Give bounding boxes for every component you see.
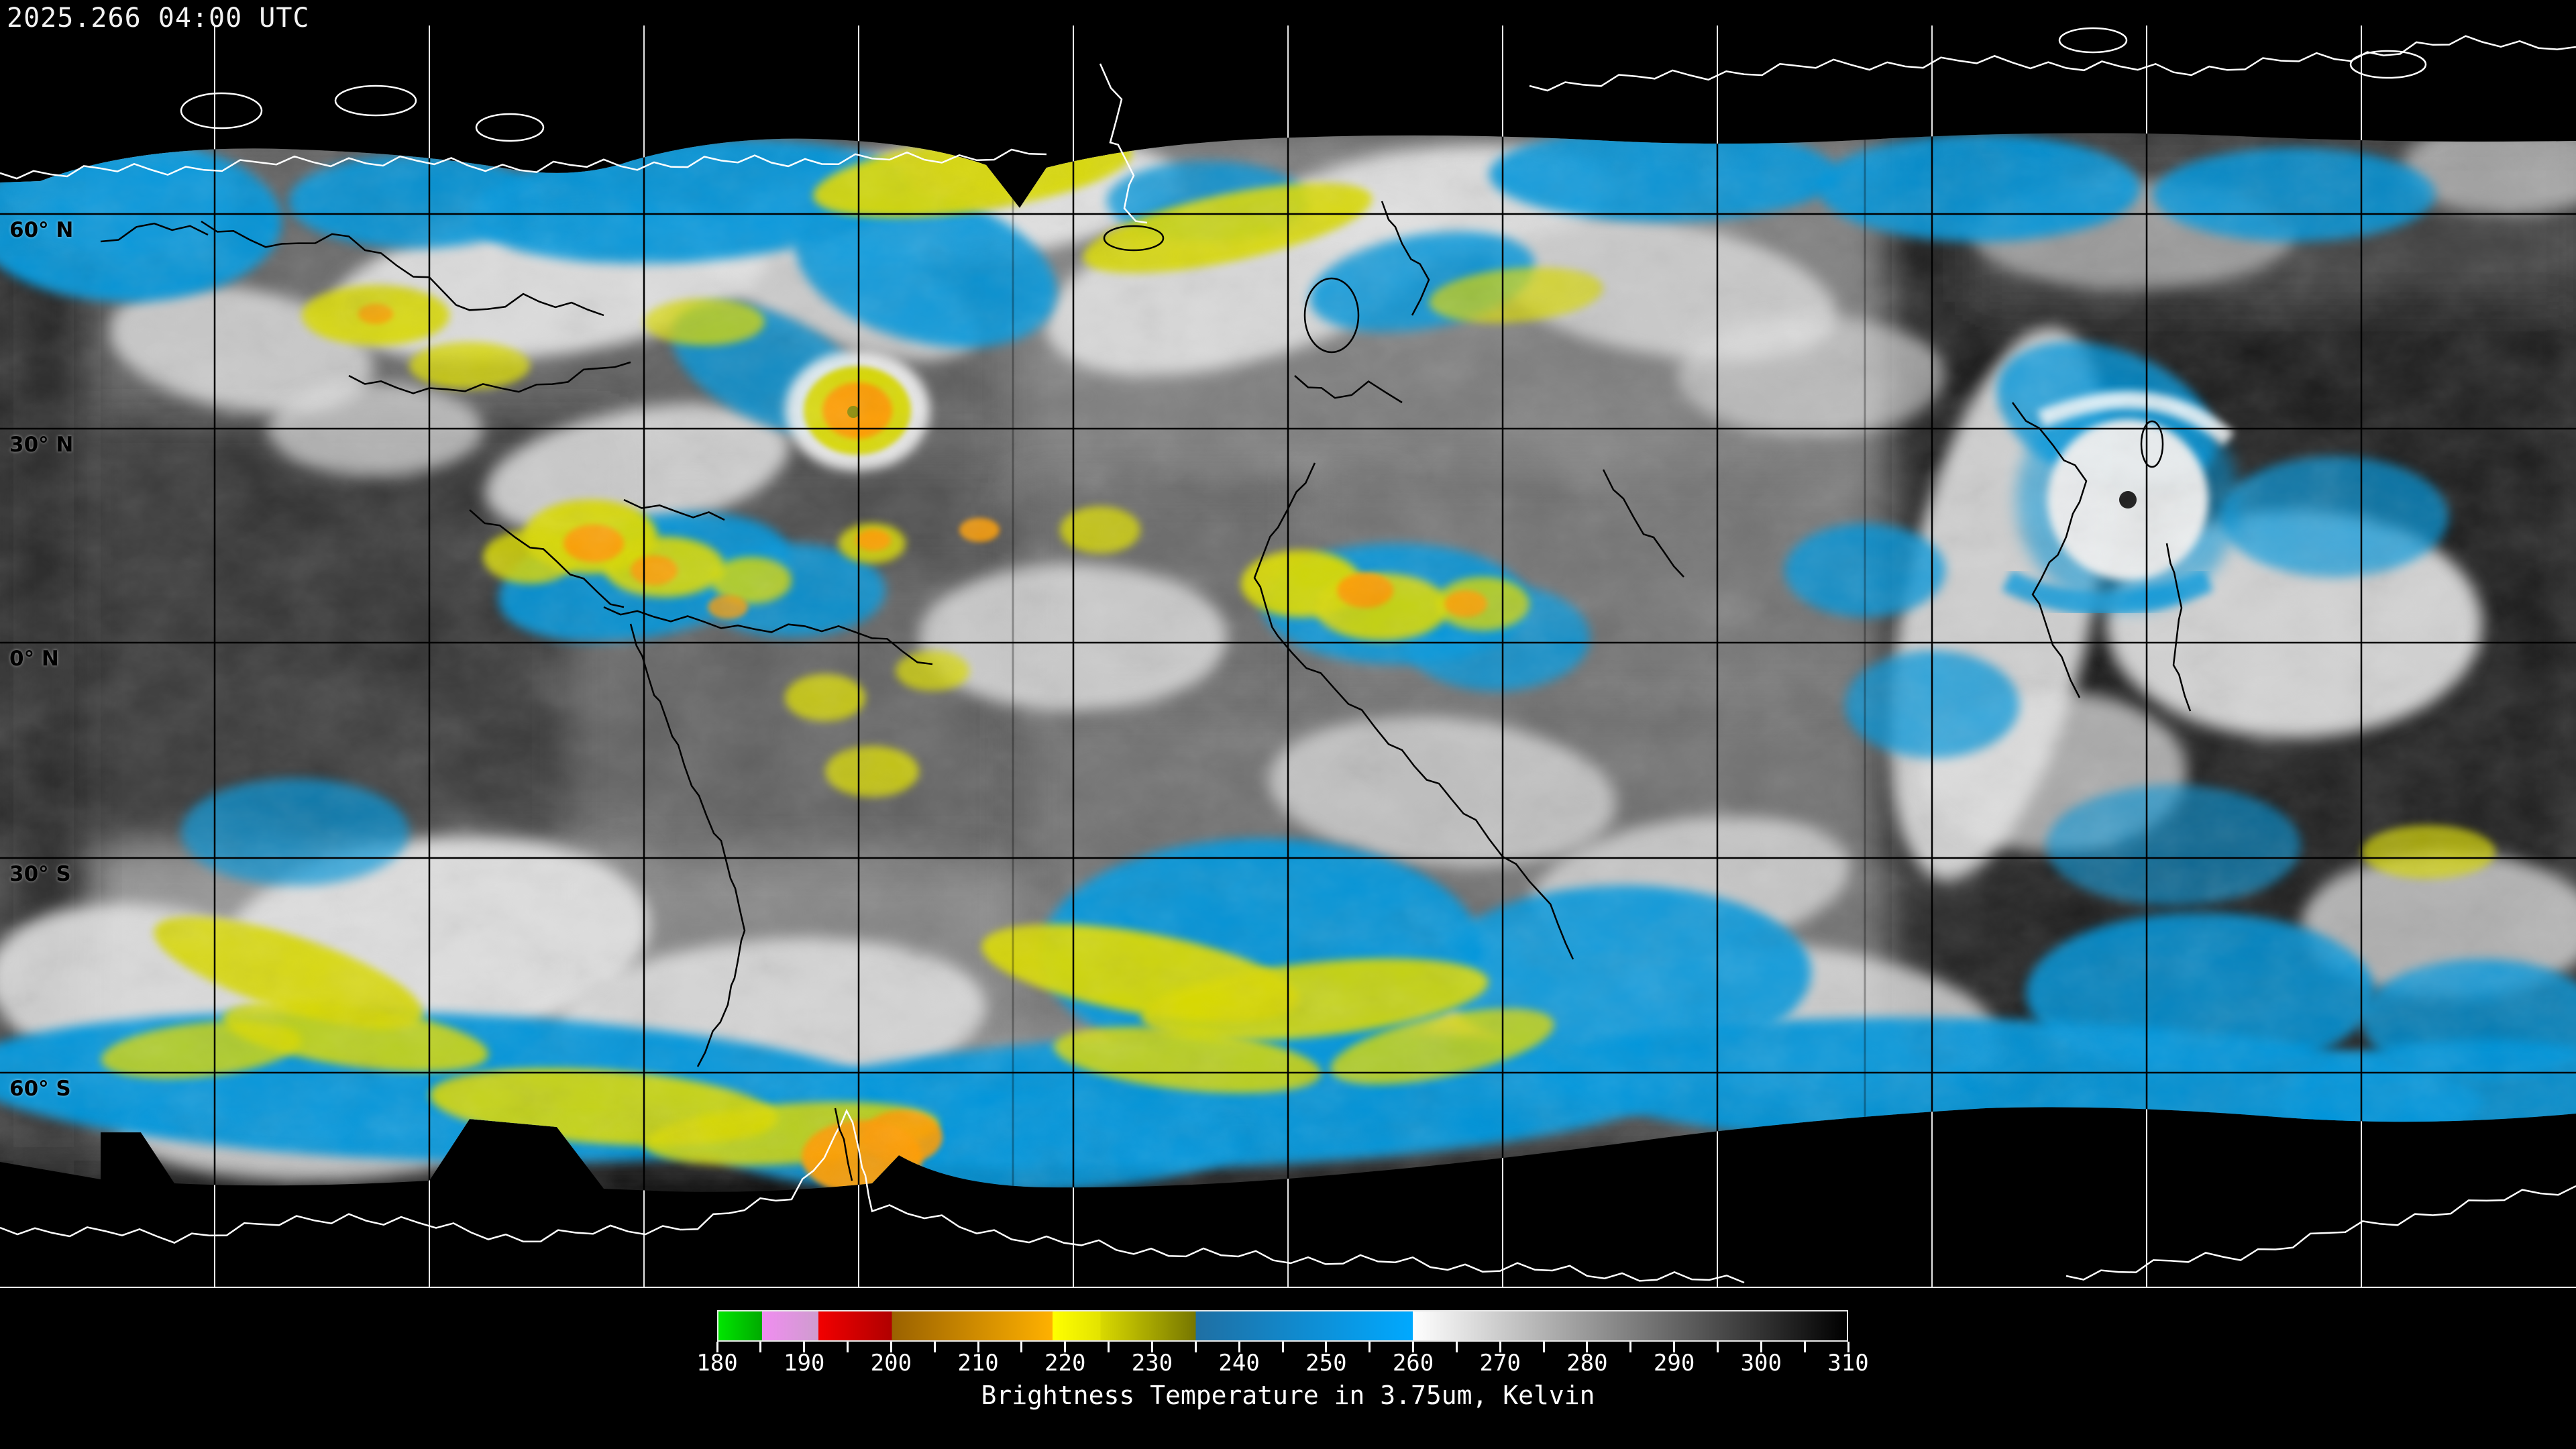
coastlines-nodata	[0, 27, 2576, 1284]
colorbar	[717, 1310, 1848, 1342]
colorbar-tick	[1499, 1342, 1501, 1352]
colorbar-tick-label: 250	[1305, 1350, 1347, 1377]
colorbar-tick	[847, 1342, 849, 1352]
colorbar-tick	[1064, 1342, 1067, 1352]
latitude-label: 60° S	[9, 1077, 71, 1101]
colorbar-tick	[890, 1342, 892, 1352]
colorbar-tick-label: 190	[783, 1350, 825, 1377]
colorbar-tick-label: 260	[1392, 1350, 1434, 1377]
colorbar-tick	[1238, 1342, 1240, 1352]
colorbar-tick	[1847, 1342, 1849, 1352]
colorbar-caption: Brightness Temperature in 3.75um, Kelvin	[981, 1381, 1595, 1410]
colorbar-tick-label: 310	[1827, 1350, 1869, 1377]
colorbar-tick	[1020, 1342, 1023, 1352]
colorbar-tick	[1281, 1342, 1284, 1352]
colorbar-tick	[977, 1342, 979, 1352]
colorbar-tick-label: 270	[1479, 1350, 1521, 1377]
colorbar-tick	[1629, 1342, 1632, 1352]
latitude-label: 30° S	[9, 862, 71, 886]
colorbar-tick-label: 220	[1044, 1350, 1086, 1377]
colorbar-tick	[1760, 1342, 1762, 1352]
colorbar-tick-label: 240	[1218, 1350, 1260, 1377]
latitude-label: 30° N	[9, 433, 74, 457]
colorbar-tick	[1673, 1342, 1676, 1352]
colorbar-tick-label: 230	[1131, 1350, 1173, 1377]
colorbar-tick	[1412, 1342, 1415, 1352]
colorbar-tick	[759, 1342, 762, 1352]
colorbar-tick	[1108, 1342, 1110, 1352]
timestamp-label: 2025.266 04:00 UTC	[7, 3, 310, 34]
colorbar-tick-label: 210	[957, 1350, 999, 1377]
colorbar-tick-label: 280	[1566, 1350, 1608, 1377]
colorbar-tick	[1368, 1342, 1371, 1352]
colorbar-tick	[716, 1342, 718, 1352]
colorbar-tick-label: 180	[696, 1350, 738, 1377]
latitude-label: 0° N	[9, 647, 59, 671]
coastlines-data	[100, 201, 2192, 1181]
colorbar-tick	[803, 1342, 806, 1352]
colorbar-tick	[1455, 1342, 1458, 1352]
colorbar-tick	[1586, 1342, 1589, 1352]
colorbar-tick	[933, 1342, 936, 1352]
colorbar-tick	[1194, 1342, 1197, 1352]
colorbar-tick-label: 200	[870, 1350, 912, 1377]
colorbar-tick	[1325, 1342, 1328, 1352]
colorbar-tick	[1542, 1342, 1545, 1352]
colorbar-tick-label: 290	[1653, 1350, 1695, 1377]
colorbar-tick	[1716, 1342, 1719, 1352]
colorbar-tick	[1803, 1342, 1806, 1352]
latitude-label: 60° N	[9, 218, 74, 242]
colorbar-tick	[1150, 1342, 1153, 1352]
colorbar-tick-label: 300	[1740, 1350, 1782, 1377]
